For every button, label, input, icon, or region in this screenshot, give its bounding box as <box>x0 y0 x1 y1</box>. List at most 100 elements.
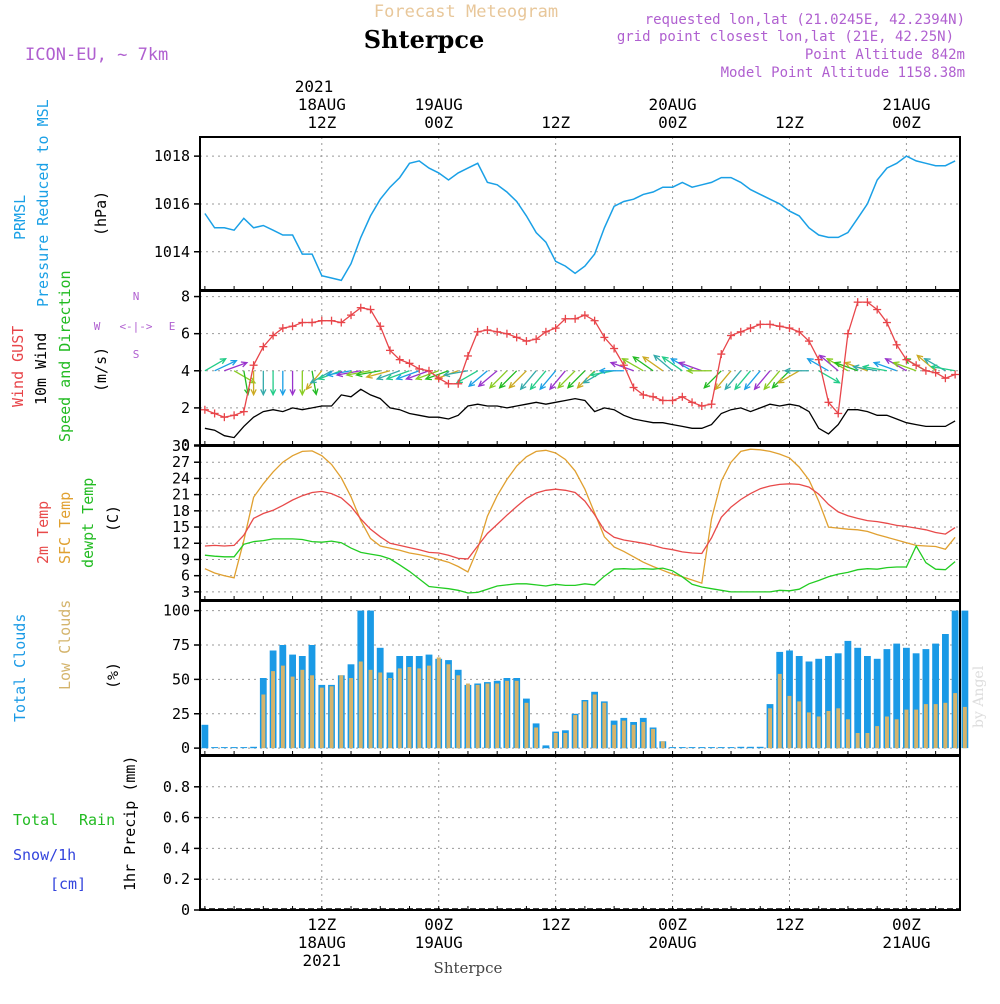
precip-ytick-label: 0.4 <box>163 839 190 857</box>
wind-direction-arrow <box>643 357 663 371</box>
wind-direction-arrow <box>745 371 760 389</box>
cloud-low-bar <box>768 708 772 748</box>
wind-label-gust: Wind GUST <box>9 326 27 407</box>
cloud-low-bar <box>291 677 295 749</box>
cloud-low-bar <box>486 684 490 749</box>
temp-ytick-label: 3 <box>181 583 190 601</box>
temp-dewpoint-line <box>205 539 955 593</box>
wind-direction-arrow <box>568 371 585 388</box>
cloud-total-bar <box>728 747 735 748</box>
cloud-low-bar <box>495 684 499 749</box>
cloud-ytick-label: 100 <box>163 602 190 620</box>
cloud-low-bar <box>281 666 285 749</box>
wind-ytick-label: 4 <box>181 362 190 380</box>
cloud-low-bar <box>437 657 441 748</box>
pressure-ytick-label: 1016 <box>154 195 190 213</box>
cloud-low-bar <box>963 707 967 748</box>
wind-direction-arrow <box>633 357 653 371</box>
cloud-low-bar <box>505 681 509 748</box>
cloud-low-bar <box>300 670 304 748</box>
cloud-low-bar <box>797 701 801 748</box>
pressure-label-prmsl: PRMSL <box>11 195 29 240</box>
compass-arrows: <-|-> <box>119 320 152 333</box>
top-axis-hour: 12Z <box>307 113 336 132</box>
precip-label-total: Total <box>13 811 58 829</box>
wind-ytick-label: 2 <box>181 399 190 417</box>
cloud-low-bar <box>339 675 343 748</box>
model-altitude: Model Point Altitude 1158.38m <box>721 65 965 81</box>
top-axis-hour: 12Z <box>541 113 570 132</box>
requested-coords: requested lon,lat (21.0245E, 42.2394N) <box>645 12 965 28</box>
cloud-total-bar <box>757 747 764 748</box>
wind-direction-arrow <box>205 359 226 371</box>
temp-ytick-label: 9 <box>181 550 190 568</box>
bottom-axis-hour: 00Z <box>658 915 687 934</box>
compass-w: W <box>94 320 101 333</box>
cloud-low-bar <box>359 662 363 749</box>
cloud-low-bar <box>641 722 645 748</box>
cloud-ytick-label: 0 <box>181 739 190 757</box>
bottom-axis-hour: 12Z <box>541 915 570 934</box>
top-axis-hour: 00Z <box>424 113 453 132</box>
cloud-total-bar <box>689 747 696 748</box>
cloud-label-total: Total Clouds <box>11 614 29 722</box>
bottom-axis-hour: 12Z <box>775 915 804 934</box>
cloud-low-bar <box>583 701 587 748</box>
cloud-low-bar <box>895 719 899 748</box>
top-axis-date: 19AUG <box>415 95 463 114</box>
point-altitude: Point Altitude 842m <box>805 47 965 63</box>
cloud-low-bar <box>836 708 840 748</box>
top-axis-hour: 12Z <box>775 113 804 132</box>
cloud-total-bar <box>669 747 676 748</box>
temp-label-dew: dewpt Temp <box>79 478 97 568</box>
cloud-low-bar <box>515 681 519 748</box>
cloud-low-bar <box>602 703 606 748</box>
wind-direction-arrow <box>215 361 237 371</box>
cloud-low-bar <box>408 667 412 748</box>
cloud-total-bar <box>231 747 238 748</box>
cloud-ytick-label: 50 <box>172 670 190 688</box>
cloud-low-bar <box>905 710 909 749</box>
wind-unit: (m/s) <box>92 347 110 392</box>
cloud-low-bar <box>817 717 821 749</box>
cloud-low-bar <box>788 696 792 748</box>
bottom-axis-date: 20AUG <box>648 933 696 952</box>
precip-frame <box>200 756 960 910</box>
top-axis-date: 21AUG <box>882 95 930 114</box>
wind-direction-arrow <box>500 371 517 388</box>
cloud-low-bar <box>447 664 451 748</box>
cloud-low-bar <box>856 733 860 748</box>
watermark: by Angel <box>971 665 987 728</box>
cloud-low-bar <box>953 693 957 748</box>
cloud-total-bar <box>679 747 686 748</box>
wind-ytick-label: 6 <box>181 325 190 343</box>
cloud-total-bar <box>747 747 754 748</box>
wind-direction-arrow <box>490 371 507 388</box>
top-axis-hour: 00Z <box>892 113 921 132</box>
cloud-low-bar <box>417 668 421 748</box>
top-axis-date: 18AUG <box>298 95 346 114</box>
wind-direction-arrow <box>306 371 321 389</box>
wind-direction-arrow <box>725 371 740 389</box>
cloud-low-bar <box>885 717 889 749</box>
cloud-low-bar <box>914 710 918 749</box>
precip-unit: 1hr Precip (mm) <box>121 756 139 891</box>
top-axis-hour: 00Z <box>658 113 687 132</box>
temp-ytick-label: 27 <box>172 453 190 471</box>
wind-direction-arrow <box>558 371 575 388</box>
cloud-unit: (%) <box>104 662 122 689</box>
cloud-low-bar <box>807 712 811 748</box>
precip-ytick-label: 0.2 <box>163 870 190 888</box>
compass-n: N <box>133 290 140 303</box>
bottom-axis-date: 21AUG <box>882 933 930 952</box>
cloud-low-bar <box>632 725 636 748</box>
precip-label-cm: [cm] <box>50 875 86 893</box>
temp-unit: (C) <box>104 505 122 532</box>
precip-labels: Total Rain Snow/1h [cm] 1hr Precip (mm) <box>13 756 139 893</box>
